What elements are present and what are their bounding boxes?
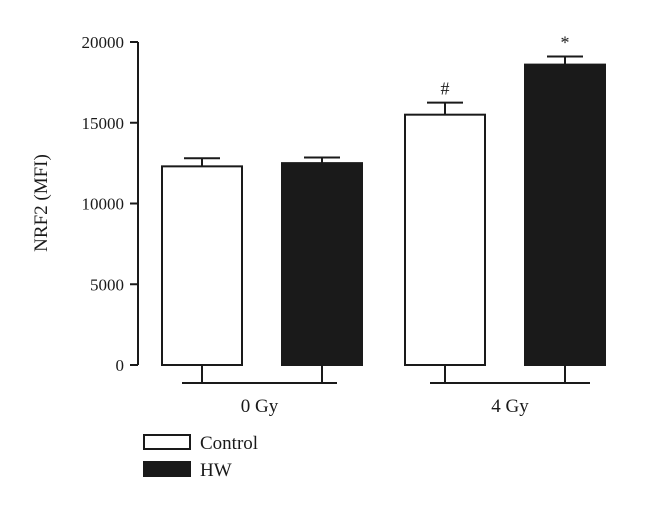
y-tick-label: 5000 [90, 275, 124, 294]
legend-swatch-hw [143, 461, 191, 477]
significance-marker: * [561, 33, 570, 53]
y-tick-label: 20000 [82, 33, 125, 52]
y-tick-label: 10000 [82, 195, 125, 214]
y-axis-label: NRF2 (MFI) [31, 154, 52, 252]
legend: Control HW [143, 433, 258, 481]
bars: #* [161, 33, 606, 367]
significance-marker: # [441, 79, 450, 99]
x-category-label: 0 Gy [241, 396, 279, 417]
x-axis-groups: 0 Gy 4 Gy [182, 365, 590, 417]
legend-swatch-control [143, 434, 191, 450]
bar-control-4gy [404, 113, 486, 366]
legend-label-hw: HW [200, 460, 232, 481]
y-tick-label: 0 [116, 356, 125, 375]
bar-control-0gy [161, 165, 243, 366]
x-category-label: 4 Gy [491, 396, 529, 417]
legend-label-control: Control [200, 433, 258, 454]
y-axis: 0 5000 10000 15000 20000 [82, 33, 139, 375]
bar-hw-0gy [281, 162, 363, 366]
y-tick-label: 15000 [82, 114, 125, 133]
bar-hw-4gy [524, 63, 606, 367]
